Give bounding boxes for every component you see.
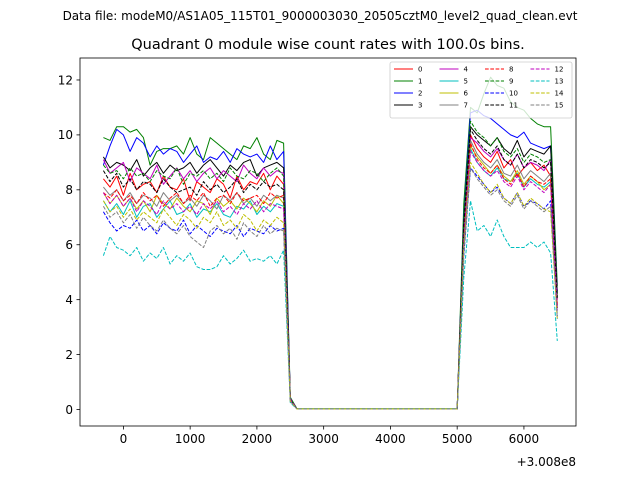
legend-label-10: 10 — [509, 90, 518, 98]
x-tick-label: 2000 — [242, 432, 273, 446]
y-tick-label: 12 — [58, 73, 73, 87]
legend-label-2: 2 — [418, 90, 422, 98]
legend-label-4: 4 — [464, 66, 469, 74]
legend-label-13: 13 — [555, 78, 564, 86]
plot-series-layer — [102, 76, 558, 410]
legend-box — [389, 61, 573, 119]
axes-layer: 0 1000 2000 3000 4000 5000 6000024681012+3.008… — [58, 57, 577, 469]
series-line-15 — [102, 167, 558, 410]
y-tick-label: 10 — [58, 128, 73, 142]
y-tick-label: 4 — [65, 293, 73, 307]
legend-label-14: 14 — [555, 90, 564, 98]
suptitle: Data file: modeM0/AS1A05_115T01_90000030… — [63, 9, 578, 23]
y-tick-label: 0 — [65, 403, 73, 417]
x-tick-label: 4000 — [375, 432, 406, 446]
x-offset-label: +3.008e8 — [517, 455, 576, 469]
legend-label-11: 11 — [509, 102, 518, 110]
y-tick-label: 6 — [65, 238, 73, 252]
legend-label-3: 3 — [418, 102, 422, 110]
series-line-14 — [102, 161, 558, 410]
x-tick-label: 0 — [120, 432, 128, 446]
x-tick-label: 3000 — [308, 432, 339, 446]
legend-label-1: 1 — [418, 78, 422, 86]
x-tick-label: 6000 — [509, 432, 540, 446]
legend-label-0: 0 — [418, 66, 422, 74]
legend-label-15: 15 — [555, 102, 564, 110]
legend-label-7: 7 — [464, 102, 468, 110]
legend-label-5: 5 — [464, 78, 468, 86]
axes-frame — [79, 57, 577, 427]
legend-label-9: 9 — [509, 78, 513, 86]
x-tick-label: 1000 — [175, 432, 206, 446]
legend-label-6: 6 — [464, 90, 469, 98]
x-tick-label: 5000 — [442, 432, 473, 446]
y-tick-label: 2 — [65, 348, 73, 362]
y-tick-label: 8 — [65, 183, 73, 197]
chart-title: Quadrant 0 module wise count rates with … — [131, 37, 525, 53]
legend-label-8: 8 — [509, 66, 513, 74]
series-line-8 — [103, 142, 558, 410]
series-line-11 — [102, 128, 558, 410]
legend-label-12: 12 — [555, 66, 564, 74]
